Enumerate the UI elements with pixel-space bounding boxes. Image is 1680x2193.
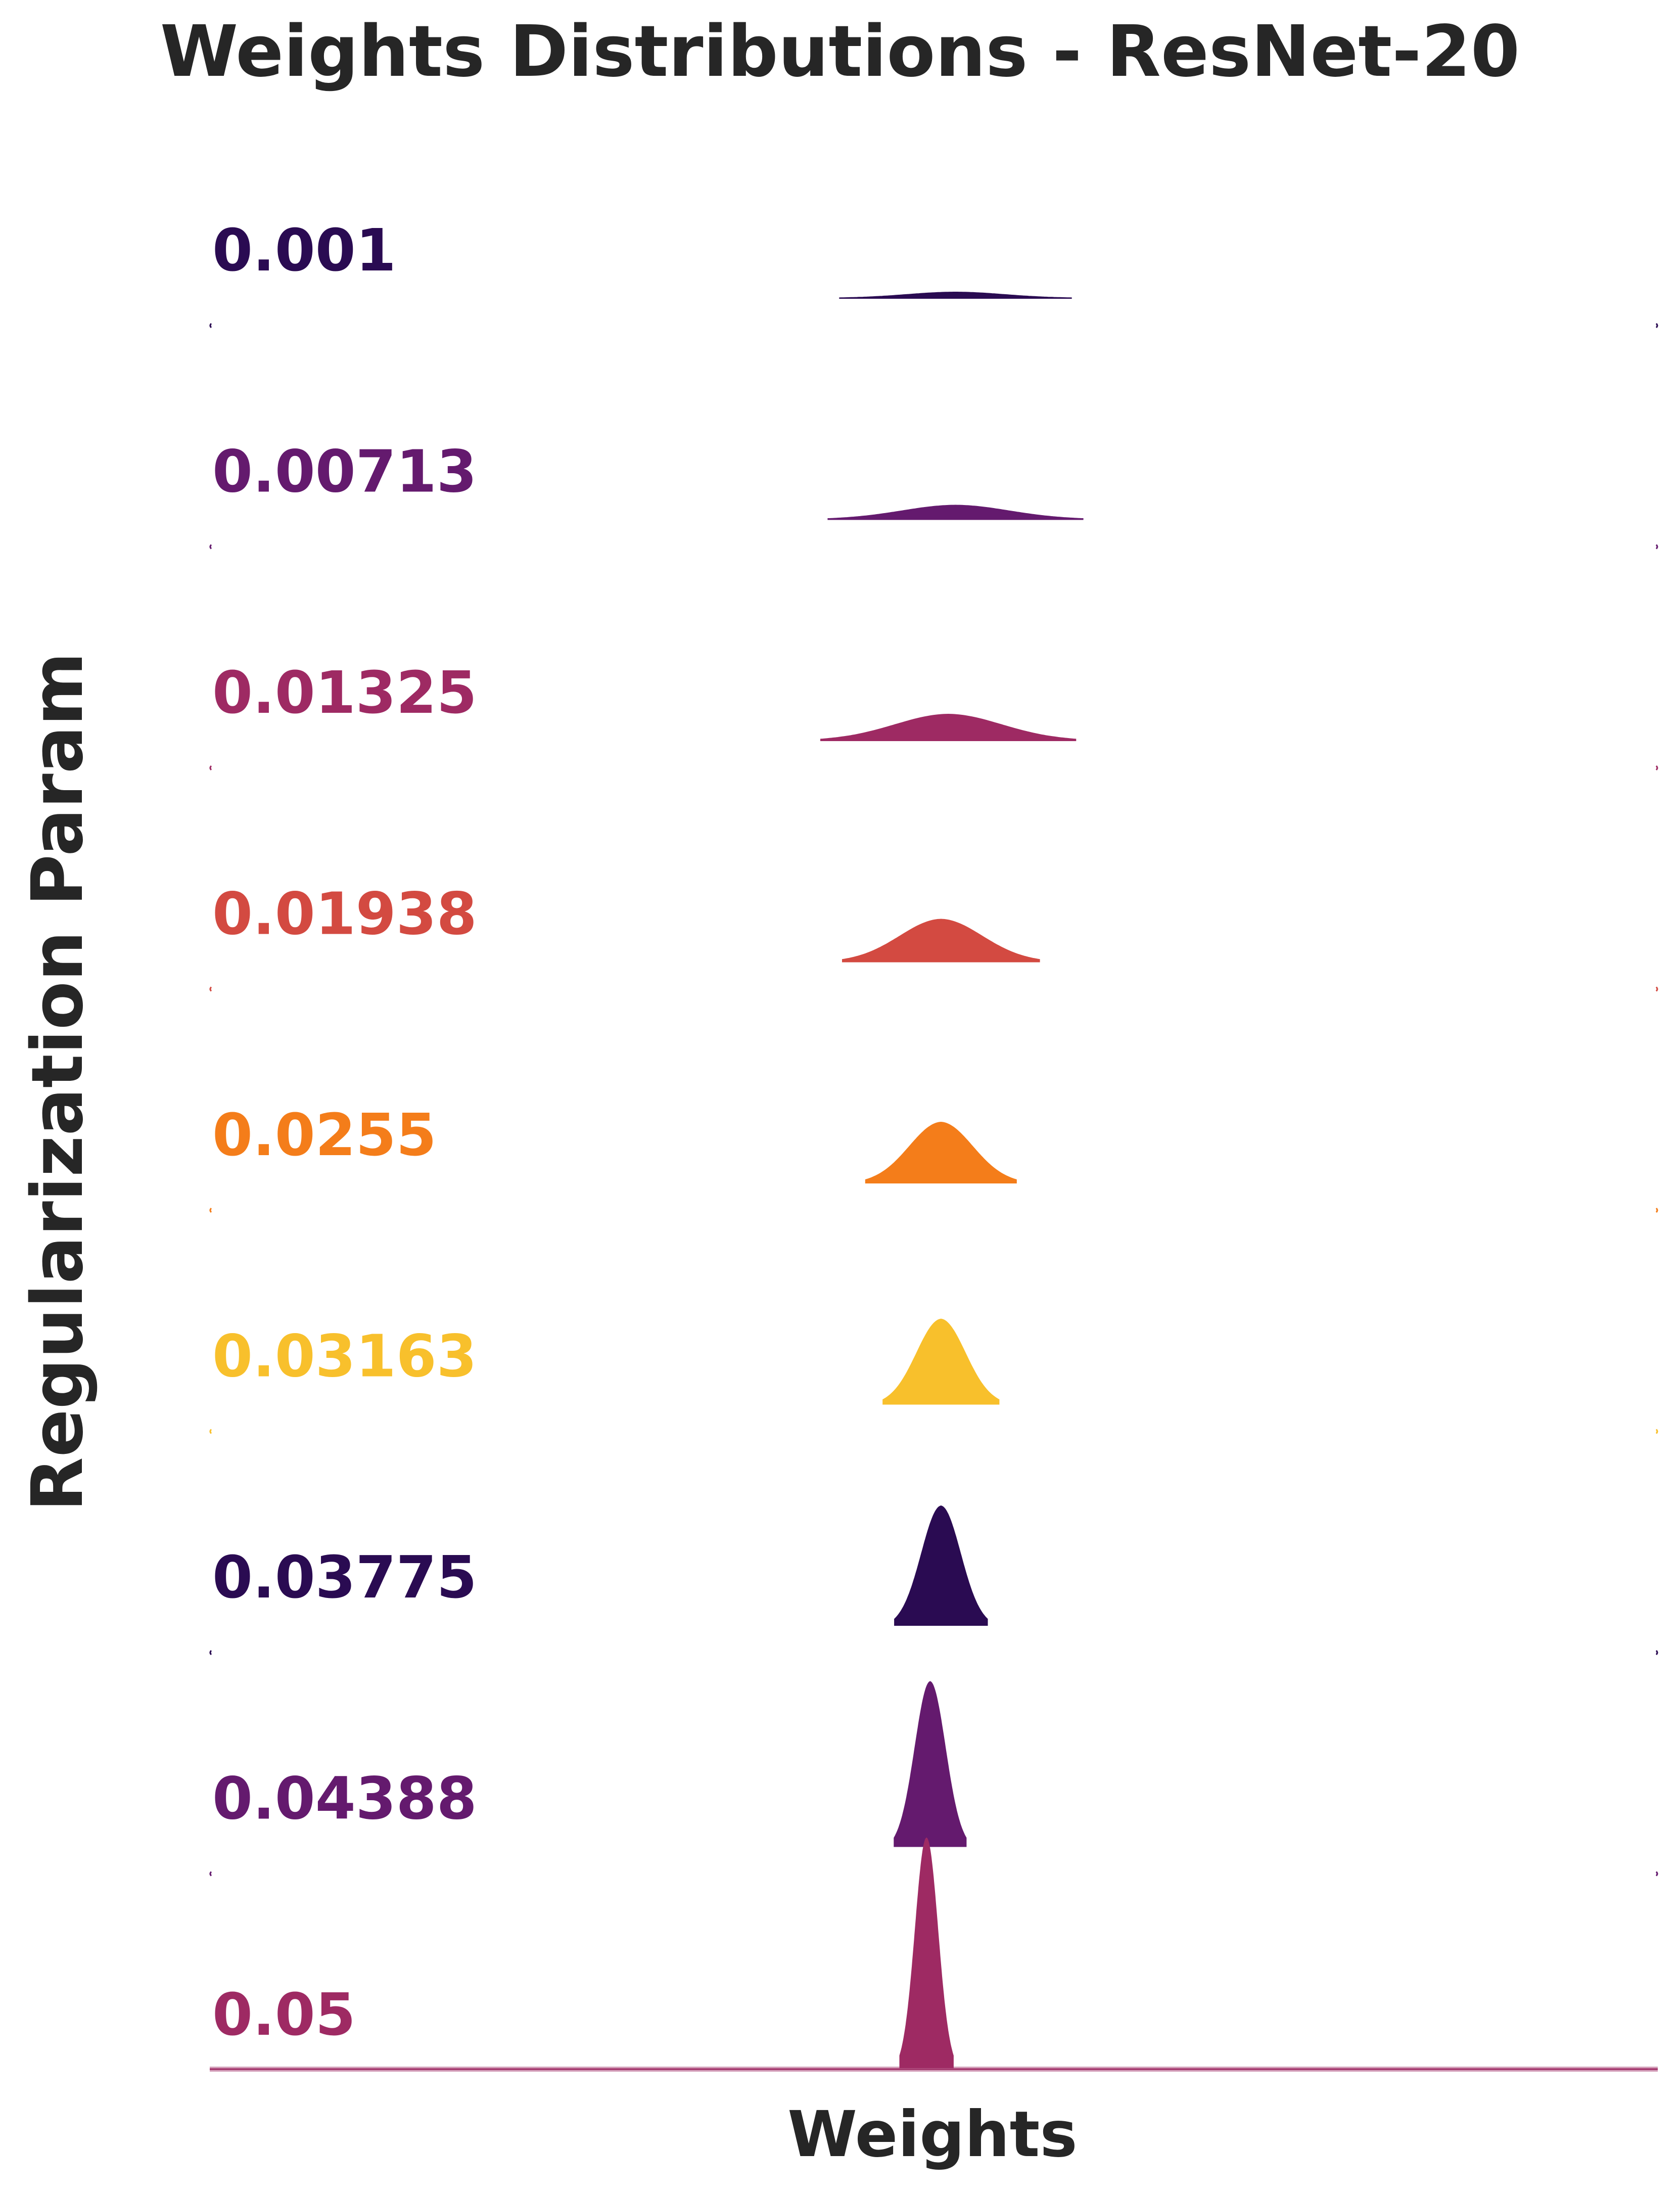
row-label: 0.03163 bbox=[212, 1323, 477, 1391]
row-label: 0.01325 bbox=[212, 659, 477, 727]
baseline-left-tick bbox=[209, 323, 212, 329]
density-area bbox=[827, 505, 1084, 520]
density-area bbox=[894, 1505, 988, 1626]
ridge-row: 0.04388 bbox=[209, 1681, 1658, 1877]
chart-title: Weights Distributions - ResNet-20 bbox=[160, 11, 1520, 93]
ridge-row: 0.0255 bbox=[209, 1102, 1658, 1213]
baseline-left-tick bbox=[209, 1650, 212, 1656]
row-label: 0.04388 bbox=[212, 1765, 477, 1833]
row-label: 0.03775 bbox=[212, 1544, 477, 1612]
ridge-row: 0.05 bbox=[210, 1837, 1658, 2072]
baseline-left-tick bbox=[209, 1871, 212, 1877]
row-label: 0.01938 bbox=[212, 881, 477, 948]
y-axis-label: Regularization Param bbox=[17, 652, 99, 1512]
ridge-rows: 0.001 0.00713 0.01325 0.01938 0.0255 0.03163 0… bbox=[209, 217, 1658, 2072]
density-area bbox=[899, 1837, 954, 2068]
row-label: 0.05 bbox=[212, 1981, 356, 2049]
density-area bbox=[865, 1121, 1017, 1183]
baseline-left-tick bbox=[209, 986, 212, 992]
baseline-right-tick bbox=[1655, 1650, 1658, 1656]
density-area bbox=[839, 292, 1072, 299]
baseline-right-tick bbox=[1655, 986, 1658, 992]
baseline-right-tick bbox=[1655, 1207, 1658, 1213]
row-label: 0.00713 bbox=[212, 438, 477, 506]
ridge-row: 0.03163 bbox=[209, 1318, 1658, 1434]
ridge-row: 0.00713 bbox=[209, 438, 1658, 550]
baseline-right-tick bbox=[1655, 544, 1658, 550]
baseline-left-tick bbox=[209, 1207, 212, 1213]
row-label: 0.001 bbox=[212, 217, 396, 285]
ridge-row: 0.03775 bbox=[209, 1505, 1658, 1656]
ridge-row: 0.001 bbox=[209, 217, 1658, 329]
ridge-row: 0.01325 bbox=[209, 659, 1658, 771]
density-area bbox=[882, 1318, 1000, 1405]
baseline-left-tick bbox=[209, 1429, 212, 1434]
density-area bbox=[894, 1681, 967, 1847]
ridge-row: 0.01938 bbox=[209, 881, 1658, 992]
baseline-left-tick bbox=[209, 544, 212, 550]
density-area bbox=[820, 713, 1077, 741]
baseline-right-tick bbox=[1655, 1429, 1658, 1434]
density-area bbox=[842, 919, 1040, 963]
baseline-right-tick bbox=[1655, 323, 1658, 329]
x-axis-label: Weights bbox=[787, 2098, 1078, 2171]
row-label: 0.0255 bbox=[212, 1102, 437, 1169]
baseline-left-tick bbox=[209, 765, 212, 771]
baseline-right-tick bbox=[1655, 1871, 1658, 1877]
baseline-right-tick bbox=[1655, 765, 1658, 771]
